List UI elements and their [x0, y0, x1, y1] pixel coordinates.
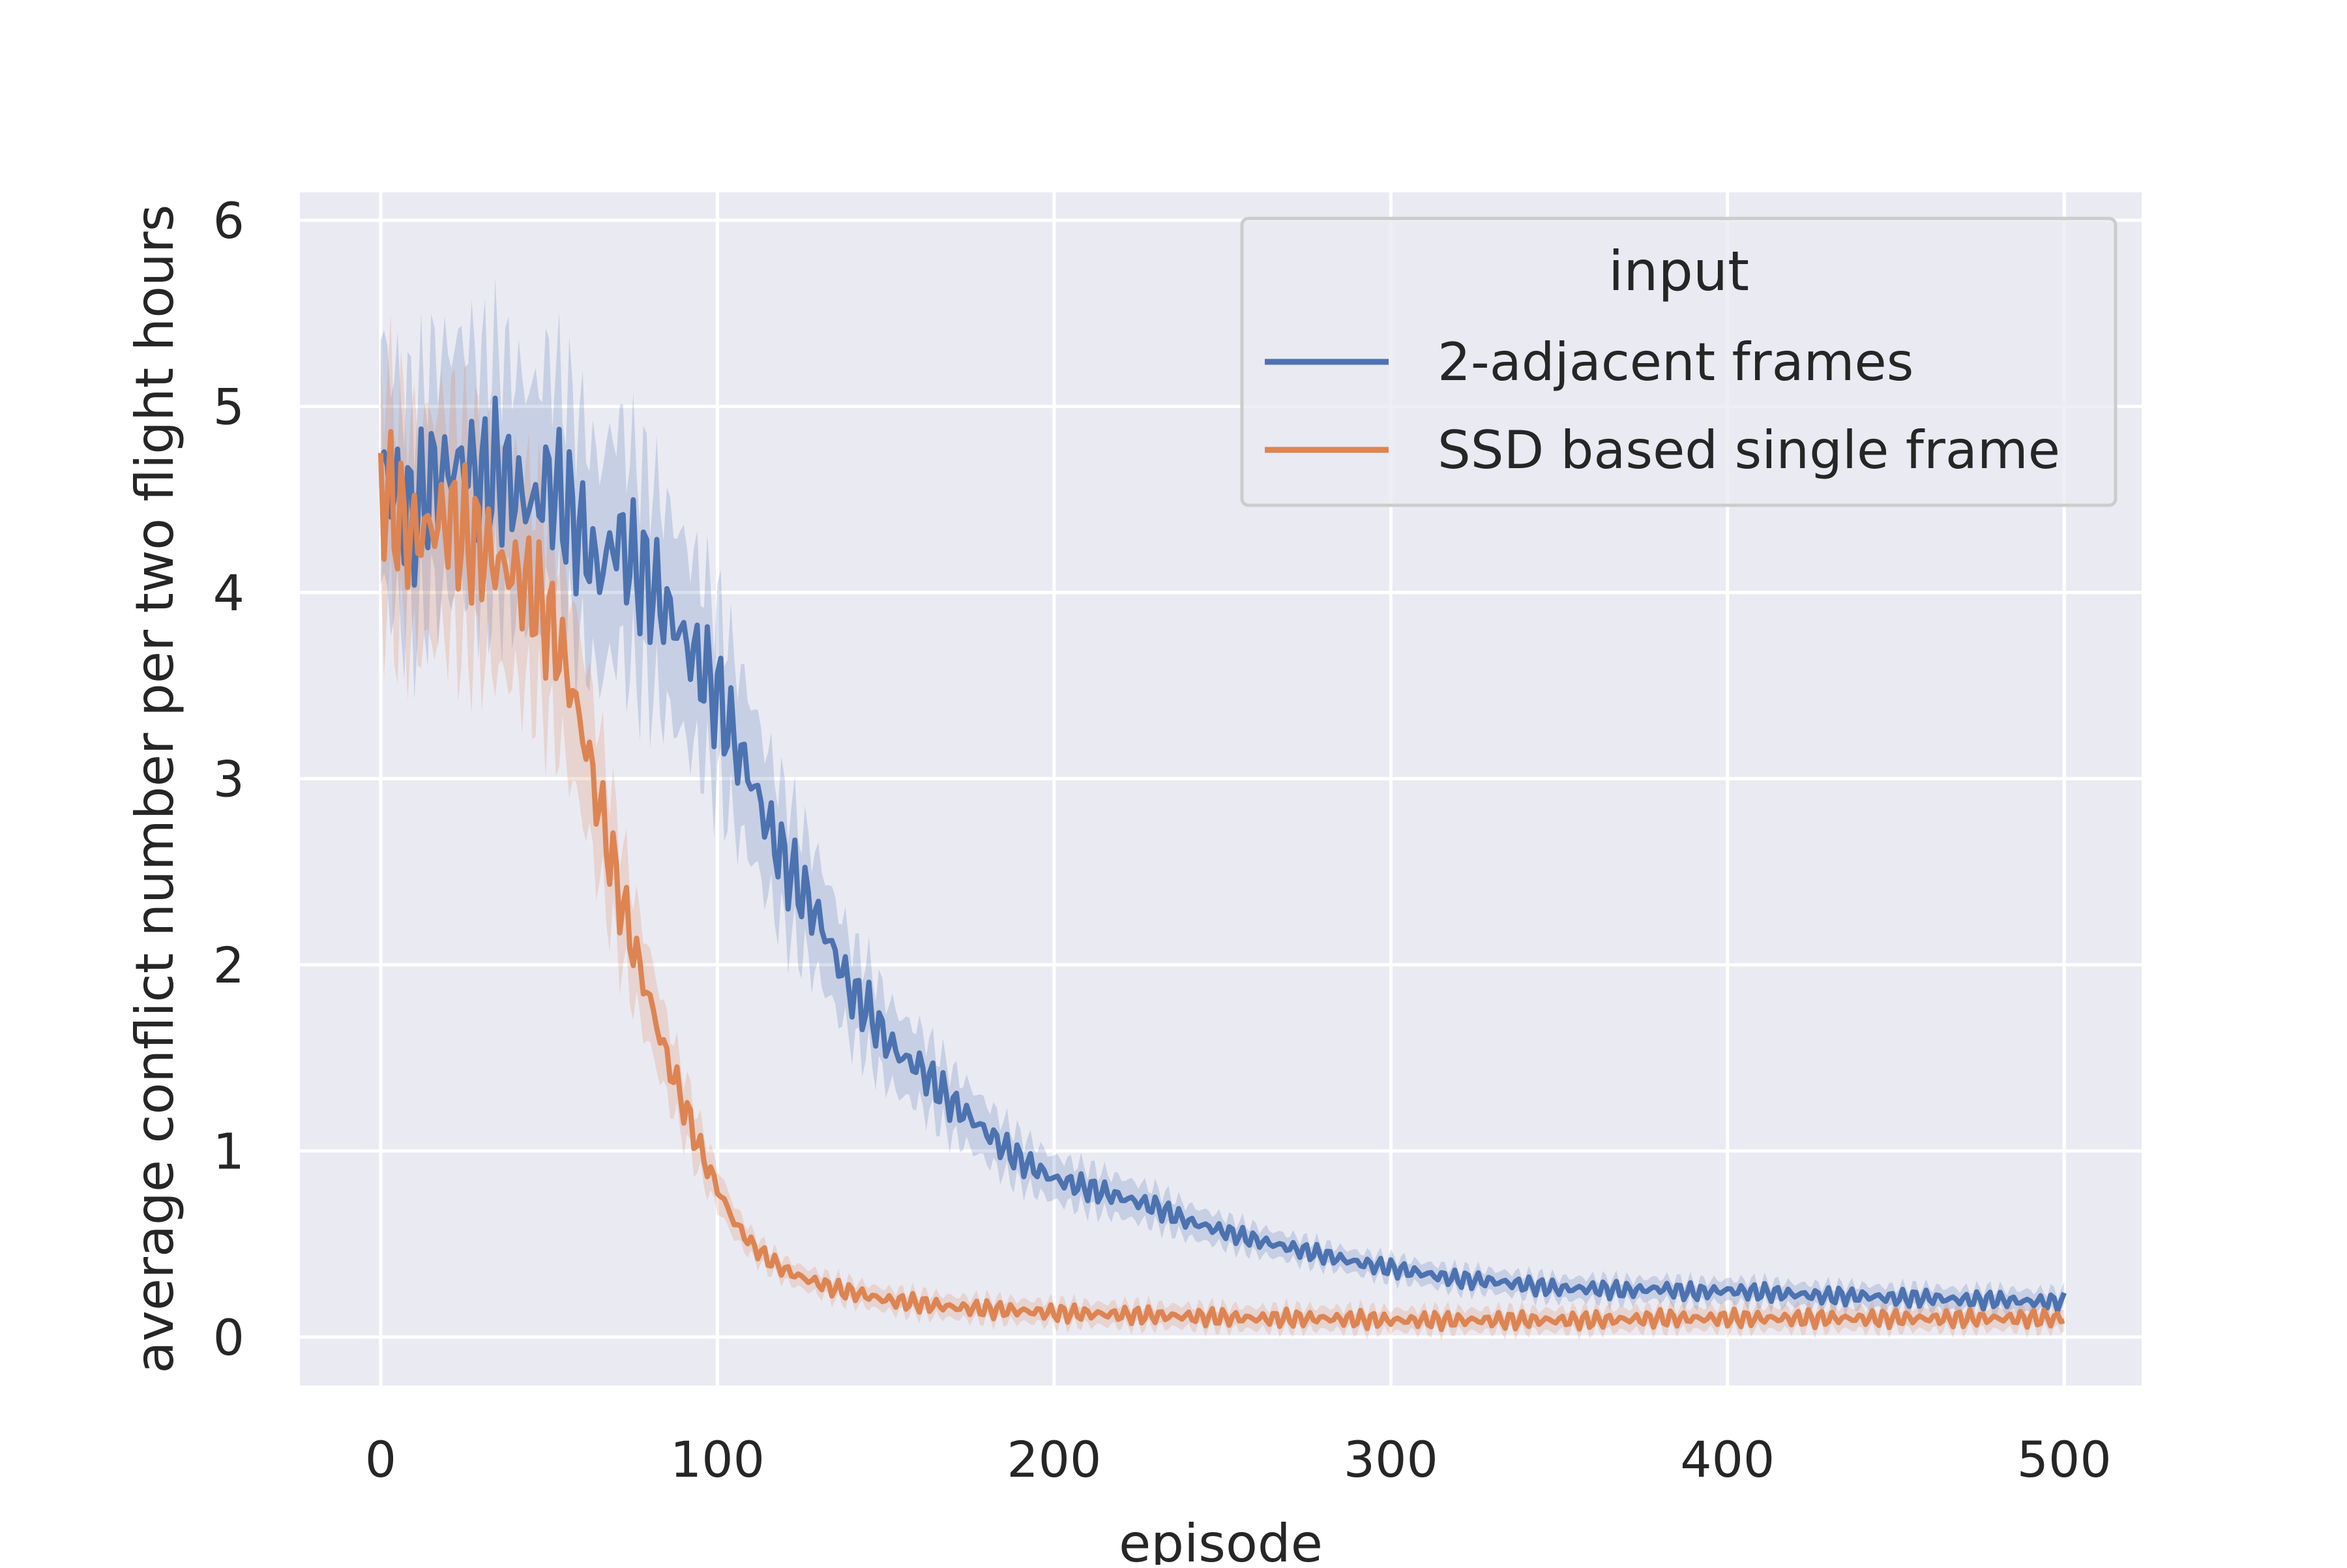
legend-box	[1240, 216, 2118, 507]
tick-labels: 0 100 200 300 400 500 0 1 2 3 4 5 6	[213, 192, 2112, 1488]
y-tick-label: 5	[213, 377, 244, 436]
y-tick-label: 0	[213, 1309, 244, 1367]
y-tick-label: 1	[213, 1122, 244, 1180]
x-tick-label: 100	[670, 1430, 765, 1488]
x-axis-label: episode	[1119, 1513, 1323, 1565]
x-tick-label: 500	[2017, 1430, 2112, 1488]
y-tick-label: 3	[213, 750, 244, 808]
confidence-band	[380, 277, 2065, 1322]
x-tick-label: 0	[365, 1430, 396, 1488]
y-axis-label: average conflict number per two flight h…	[125, 205, 185, 1374]
confidence-bands	[380, 277, 2065, 1341]
y-tick-label: 2	[213, 936, 244, 994]
series-line	[378, 395, 2067, 1314]
x-tick-label: 400	[1680, 1430, 1775, 1488]
legend: input 2-adjacent frames SSD based single…	[1240, 216, 2118, 507]
grid	[300, 192, 2142, 1385]
x-tick-label: 300	[1344, 1430, 1438, 1488]
x-tick-label: 200	[1007, 1430, 1101, 1488]
y-tick-label: 4	[213, 564, 244, 622]
series-lines	[377, 395, 2067, 1333]
legend-label-ssd-based-single-frame: SSD based single frame	[1438, 420, 2060, 481]
legend-label-2-adjacent-frames: 2-adjacent frames	[1438, 332, 1913, 392]
series-line	[377, 429, 2065, 1333]
legend-title: input	[1608, 239, 1749, 303]
y-tick-label: 6	[213, 192, 244, 250]
